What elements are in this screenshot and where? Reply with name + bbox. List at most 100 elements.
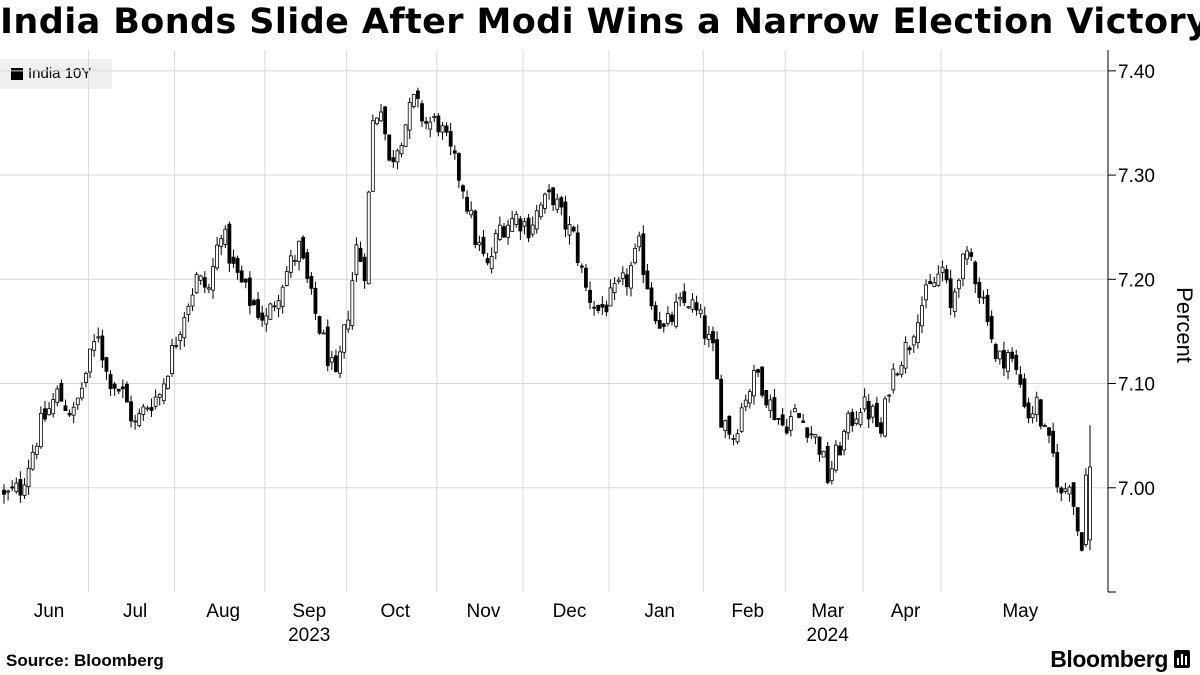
candle bbox=[887, 393, 892, 403]
candle bbox=[1063, 482, 1068, 494]
candle-body bbox=[698, 309, 703, 314]
candle-body bbox=[1010, 351, 1015, 359]
candle bbox=[43, 401, 47, 422]
candle bbox=[174, 336, 179, 349]
candle-body bbox=[362, 256, 367, 282]
candle-body bbox=[579, 265, 584, 268]
candle-body bbox=[1014, 354, 1019, 370]
candle bbox=[71, 402, 76, 424]
candle bbox=[444, 122, 449, 137]
candle bbox=[92, 334, 97, 357]
candle-body bbox=[268, 303, 273, 320]
candle-body bbox=[317, 315, 322, 334]
candle-body bbox=[153, 396, 158, 407]
candle bbox=[22, 478, 27, 499]
candle-body bbox=[809, 433, 814, 436]
candle bbox=[10, 480, 15, 491]
candle bbox=[84, 371, 88, 388]
candle bbox=[801, 414, 806, 423]
candle-body bbox=[776, 418, 781, 420]
candle bbox=[1043, 423, 1047, 427]
candle bbox=[350, 272, 355, 330]
candle bbox=[79, 382, 84, 401]
candle bbox=[481, 230, 486, 257]
candle bbox=[420, 100, 424, 128]
candle bbox=[108, 370, 113, 397]
candle-body bbox=[104, 357, 109, 372]
candle bbox=[362, 253, 367, 289]
candle bbox=[1088, 425, 1092, 551]
candle bbox=[489, 247, 494, 274]
candle bbox=[1071, 482, 1076, 516]
candle-body bbox=[797, 413, 801, 418]
candle bbox=[325, 319, 330, 372]
candle bbox=[723, 419, 728, 439]
candle-body bbox=[534, 210, 539, 230]
candle-body bbox=[694, 302, 699, 311]
candle bbox=[161, 378, 166, 405]
candle bbox=[739, 402, 744, 433]
candle-body bbox=[702, 315, 707, 339]
candle bbox=[14, 477, 19, 494]
candle bbox=[793, 403, 797, 413]
candle-body bbox=[604, 304, 609, 313]
candle bbox=[604, 300, 609, 317]
candle bbox=[461, 184, 465, 199]
candle-body bbox=[100, 335, 105, 361]
candle bbox=[698, 303, 703, 319]
candle-body bbox=[334, 355, 338, 372]
candle bbox=[379, 104, 383, 122]
candle-body bbox=[538, 204, 543, 218]
x-tick-label: Mar bbox=[811, 601, 844, 622]
y-tick-label: 7.40 bbox=[1118, 62, 1155, 83]
candle-body bbox=[284, 271, 289, 286]
candle-body bbox=[30, 451, 35, 470]
candle-body bbox=[883, 398, 887, 437]
candle bbox=[649, 282, 654, 310]
candle bbox=[452, 145, 457, 160]
candle-body bbox=[88, 348, 92, 373]
candle-body bbox=[620, 272, 625, 279]
candle-body bbox=[227, 223, 232, 264]
candle bbox=[616, 276, 621, 285]
candle bbox=[1030, 406, 1035, 424]
candle bbox=[694, 295, 699, 316]
candle-body bbox=[391, 157, 396, 163]
candle-body bbox=[497, 224, 502, 240]
candle bbox=[575, 224, 580, 266]
candle-body bbox=[977, 281, 982, 298]
candle-body bbox=[981, 296, 986, 299]
candle-body bbox=[399, 145, 404, 155]
candle-body bbox=[411, 94, 416, 107]
candle bbox=[870, 404, 875, 424]
candle bbox=[805, 427, 810, 443]
candle-body bbox=[293, 259, 297, 262]
candle bbox=[588, 281, 592, 310]
candle bbox=[620, 266, 625, 286]
candle-body bbox=[1030, 413, 1035, 419]
candle-body bbox=[645, 270, 650, 290]
candle bbox=[579, 263, 584, 274]
candle-body bbox=[547, 189, 551, 193]
candle-body bbox=[948, 278, 953, 308]
candle-body bbox=[502, 226, 506, 238]
candle bbox=[334, 349, 338, 373]
candle-body bbox=[952, 291, 957, 312]
candle-body bbox=[625, 274, 629, 288]
candle bbox=[198, 274, 203, 285]
candle-body bbox=[370, 120, 375, 192]
candle bbox=[551, 186, 556, 211]
candle-body bbox=[387, 134, 392, 161]
candle bbox=[309, 271, 314, 295]
candle bbox=[653, 301, 658, 325]
candle bbox=[543, 192, 547, 214]
candle bbox=[969, 248, 974, 262]
candle bbox=[817, 436, 822, 462]
candle bbox=[149, 398, 154, 418]
candle bbox=[424, 117, 429, 130]
candle-body bbox=[674, 301, 678, 327]
candle bbox=[993, 342, 998, 363]
candle bbox=[1079, 531, 1084, 552]
candle-body bbox=[1051, 430, 1056, 454]
candle-body bbox=[661, 323, 666, 328]
